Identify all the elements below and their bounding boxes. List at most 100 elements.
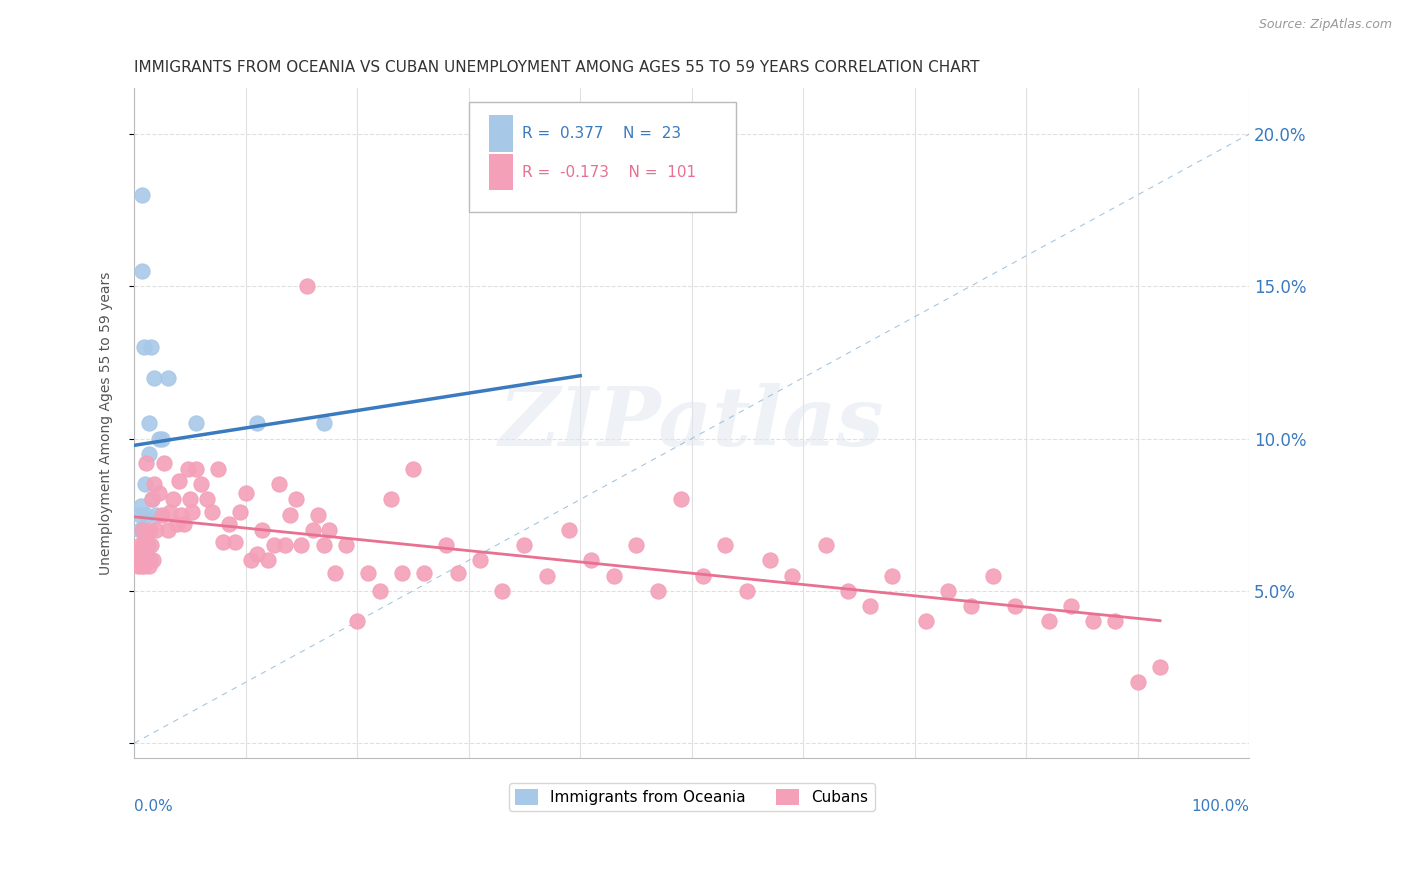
Point: [128, 538, 150, 552]
Point: [246, 547, 269, 561]
Point: [125, 553, 148, 567]
Point: [882, 568, 904, 582]
Point: [602, 568, 624, 582]
Point: [132, 538, 155, 552]
Bar: [489, 115, 513, 153]
Point: [536, 568, 558, 582]
Point: [173, 516, 195, 531]
Point: [295, 279, 318, 293]
Point: [814, 538, 837, 552]
Point: [436, 538, 458, 552]
Point: [284, 492, 307, 507]
Point: [380, 492, 402, 507]
Point: [131, 187, 153, 202]
Point: [150, 508, 173, 522]
Point: [491, 583, 513, 598]
Point: [229, 505, 252, 519]
Point: [145, 508, 167, 522]
Point: [1083, 615, 1105, 629]
Point: [981, 568, 1004, 582]
Point: [837, 583, 859, 598]
Point: [128, 508, 150, 522]
Point: [124, 547, 146, 561]
Point: [346, 615, 368, 629]
Point: [162, 492, 184, 507]
Text: R =  -0.173    N =  101: R = -0.173 N = 101: [522, 164, 696, 179]
Point: [624, 538, 647, 552]
Point: [1038, 615, 1060, 629]
Point: [368, 583, 391, 598]
Point: [692, 568, 714, 582]
Point: [290, 538, 312, 552]
Point: [131, 264, 153, 278]
Point: [128, 523, 150, 537]
Point: [240, 553, 263, 567]
Point: [274, 538, 297, 552]
Point: [959, 599, 981, 613]
Point: [468, 553, 491, 567]
Point: [184, 462, 207, 476]
Point: [127, 559, 149, 574]
Point: [581, 553, 603, 567]
Point: [218, 516, 240, 531]
Point: [859, 599, 882, 613]
Point: [246, 417, 269, 431]
Point: [167, 474, 190, 488]
Point: [1149, 660, 1171, 674]
Point: [143, 370, 166, 384]
Point: [323, 566, 346, 580]
Point: [318, 523, 340, 537]
Text: IMMIGRANTS FROM OCEANIA VS CUBAN UNEMPLOYMENT AMONG AGES 55 TO 59 YEARS CORRELAT: IMMIGRANTS FROM OCEANIA VS CUBAN UNEMPLO…: [134, 60, 980, 75]
Point: [135, 508, 157, 522]
Point: [190, 477, 212, 491]
Point: [212, 535, 235, 549]
Point: [139, 538, 162, 552]
Point: [184, 417, 207, 431]
Point: [138, 559, 160, 574]
Point: [269, 477, 291, 491]
Point: [647, 583, 669, 598]
Point: [138, 447, 160, 461]
Point: [142, 553, 165, 567]
Point: [301, 523, 323, 537]
Point: [1004, 599, 1026, 613]
Point: [135, 456, 157, 470]
Point: [170, 508, 193, 522]
Point: [139, 553, 162, 567]
Point: [134, 559, 156, 574]
Y-axis label: Unemployment Among Ages 55 to 59 years: Unemployment Among Ages 55 to 59 years: [100, 272, 114, 575]
Point: [143, 477, 166, 491]
Text: R =  0.377    N =  23: R = 0.377 N = 23: [522, 127, 682, 141]
Point: [936, 583, 959, 598]
Point: [181, 505, 204, 519]
Point: [156, 370, 179, 384]
Point: [136, 553, 159, 567]
Point: [134, 477, 156, 491]
Point: [669, 492, 692, 507]
Point: [139, 340, 162, 354]
Point: [558, 523, 581, 537]
Point: [195, 492, 218, 507]
Point: [141, 492, 163, 507]
Point: [129, 559, 152, 574]
Point: [166, 516, 188, 531]
Point: [391, 566, 413, 580]
Point: [128, 547, 150, 561]
Point: [129, 499, 152, 513]
Text: Source: ZipAtlas.com: Source: ZipAtlas.com: [1258, 18, 1392, 31]
Point: [159, 505, 181, 519]
Point: [278, 508, 301, 522]
Point: [312, 417, 335, 431]
Point: [737, 583, 759, 598]
Point: [513, 538, 536, 552]
Point: [446, 566, 468, 580]
Point: [1126, 675, 1149, 690]
Point: [136, 538, 159, 552]
Point: [759, 553, 782, 567]
Point: [780, 568, 803, 582]
Point: [1104, 615, 1126, 629]
Point: [134, 340, 156, 354]
Point: [148, 432, 170, 446]
Point: [138, 417, 160, 431]
Point: [257, 553, 280, 567]
